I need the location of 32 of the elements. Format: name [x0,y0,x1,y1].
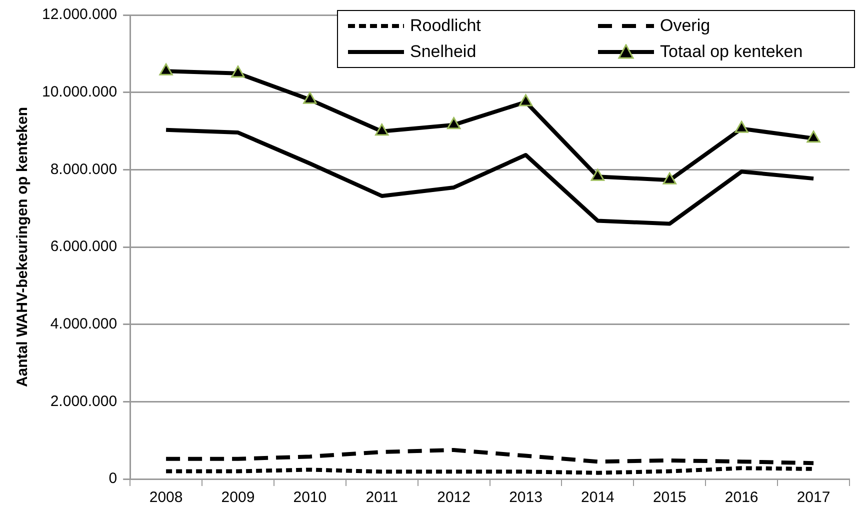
legend-label: Roodlicht [410,16,481,36]
y-tick-label: 4.000.000 [50,315,118,332]
x-tick-label: 2010 [293,489,327,506]
y-tick-label: 2.000.000 [50,392,118,410]
point [518,94,533,106]
y-tick-label: 0 [108,470,118,488]
legend-label: Totaal op kenteken [660,42,803,62]
point [662,172,676,184]
y-tick-label: 10.000.000 [42,83,118,100]
x-tick-label: 2008 [149,489,183,506]
y-tick-label: 8.000.000 [50,160,118,178]
x-tick-label: 2011 [366,489,398,506]
point [159,63,173,76]
x-tick-label: 2014 [581,489,614,506]
point [734,120,748,133]
y-tick-label: 6.000.000 [50,238,118,256]
x-tick-label: 2017 [796,489,830,506]
point [447,117,461,130]
x-tick-label: 2009 [221,489,255,506]
x-tick-label: 2015 [652,489,686,506]
legend-label: Snelheid [410,42,476,62]
x-tick-label: 2012 [437,489,471,506]
y-axis-title: Aantal WAHV-bekeuringen op kenteken [14,106,32,388]
point [231,66,245,78]
y-tick-label: 12.000.000 [42,6,118,24]
point [806,130,820,143]
point [375,124,389,136]
x-tick-label: 2013 [509,489,542,506]
point [303,92,317,104]
point [590,168,605,181]
legend-label: Overig [660,16,710,36]
x-tick-label: 2016 [724,489,758,506]
